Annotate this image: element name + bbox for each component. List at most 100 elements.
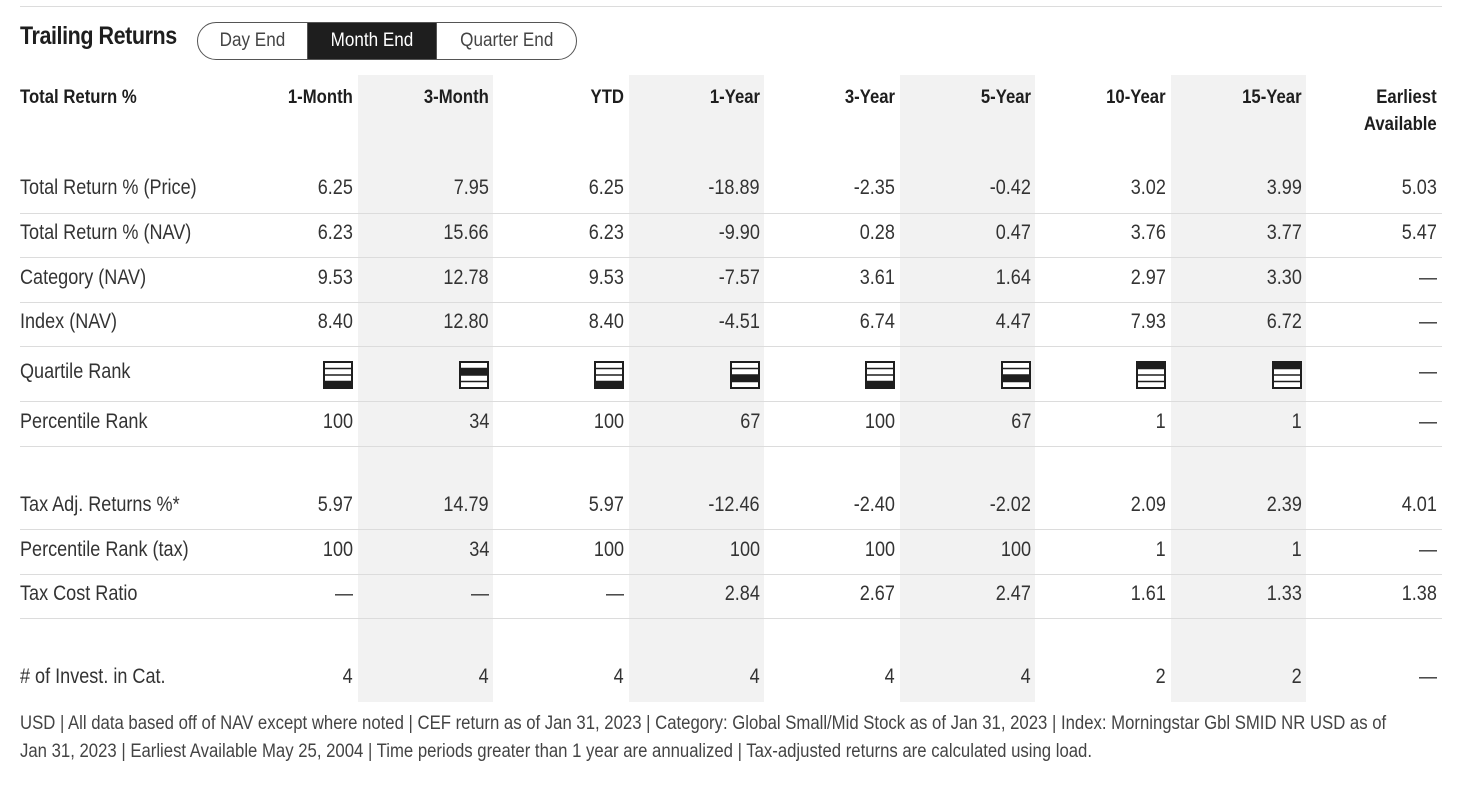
cell-value: 12.80 [443, 310, 489, 333]
row-label: Total Return % (Price) [20, 176, 197, 199]
cell-value: 1.38 [1401, 582, 1437, 605]
shade-15-year [1171, 75, 1306, 702]
toggle-day-end[interactable]: Day End [219, 30, 286, 51]
cell-value: 6.23 [588, 221, 624, 244]
header-5-year: 5-Year [980, 87, 1031, 108]
cell-value: 100 [1000, 537, 1031, 561]
cell-value: 2.47 [995, 582, 1031, 605]
cell-value: 6.25 [317, 176, 353, 199]
cell-value: — [1418, 310, 1437, 333]
cell-value: 3.30 [1266, 265, 1302, 289]
row-price: Total Return % (Price) 6.25 7.95 6.25 -18.89… [20, 168, 1442, 214]
row-divider [20, 302, 1442, 303]
row-divider [20, 257, 1442, 258]
row-divider [20, 574, 1442, 575]
cell-value: 6.25 [588, 176, 624, 199]
cell-value: — [1418, 409, 1437, 433]
row-nav: Total Return % (NAV) 6.23 15.66 6.23 -9.90 0.… [20, 214, 1442, 258]
cell-value: 7.95 [453, 176, 489, 199]
row-divider [20, 529, 1442, 530]
shade-1-year [629, 75, 764, 702]
cell-value: 5.97 [317, 492, 353, 516]
row-label: Category (NAV) [20, 265, 147, 289]
header-3-year: 3-Year [844, 87, 895, 108]
cell-value: -7.57 [718, 265, 760, 289]
cell-value: -12.46 [708, 492, 760, 516]
quartile-rank-icon [323, 360, 353, 389]
row-invest-count: # of Invest. in Cat. 4 4 4 4 4 4 2 2 — [20, 656, 1442, 703]
toggle-quarter-end[interactable]: Quarter End [435, 23, 576, 59]
cell-value: 67 [739, 409, 760, 433]
cell-value: 5.97 [588, 492, 624, 516]
row-label: Index (NAV) [20, 310, 118, 333]
cell-value: 4 [613, 664, 624, 688]
cell-value: — [1418, 537, 1437, 561]
header-ytd: YTD [590, 87, 624, 108]
cell-value: 2.09 [1130, 492, 1166, 516]
cell-value: 1.61 [1130, 582, 1166, 605]
row-divider [20, 213, 1442, 214]
row-label: # of Invest. in Cat. [20, 664, 166, 688]
cell-value: 2.67 [859, 582, 895, 605]
header-earliest-available: Earliest Available [1364, 87, 1437, 135]
cell-value: -9.90 [718, 221, 760, 244]
row-label: Tax Cost Ratio [20, 582, 138, 605]
quartile-rank-icon [459, 360, 489, 389]
cell-value: 1 [1291, 537, 1302, 561]
cell-value: 3.61 [859, 265, 895, 289]
cell-value: 6.72 [1266, 310, 1302, 333]
shade-3-month [358, 75, 493, 702]
row-divider [20, 618, 1442, 619]
quartile-rank-icon [730, 360, 760, 389]
row-divider [20, 401, 1442, 402]
cell-value: 8.40 [588, 310, 624, 333]
cell-value: 4.47 [995, 310, 1031, 333]
row-label: Total Return % (NAV) [20, 221, 192, 244]
cell-value: — [605, 582, 624, 605]
cell-value: 3.02 [1130, 176, 1166, 199]
cell-value: — [470, 582, 489, 605]
cell-value: 4 [478, 664, 489, 688]
quartile-rank-icon [865, 360, 895, 389]
cell-value: 34 [468, 537, 489, 561]
cell-value: -0.42 [989, 176, 1031, 199]
header-1-year: 1-Year [709, 87, 760, 108]
cell-value: 2.39 [1266, 492, 1302, 516]
cell-value: 100 [322, 537, 353, 561]
toggle-month-end[interactable]: Month End [306, 23, 436, 59]
cell-value: 0.28 [859, 221, 895, 244]
cell-value: 4 [884, 664, 895, 688]
cell-value: -18.89 [708, 176, 760, 199]
cell-value: 3.76 [1130, 221, 1166, 244]
cell-value: 100 [593, 537, 624, 561]
row-index: Index (NAV) 8.40 12.80 8.40 -4.51 6.74 4.47 7.9… [20, 303, 1442, 347]
cell-value: -2.35 [853, 176, 895, 199]
header-3-month: 3-Month [423, 87, 489, 108]
cell-value: -4.51 [718, 310, 760, 333]
quartile-rank-icon [1272, 360, 1302, 389]
cell-value: 1.64 [995, 265, 1031, 289]
cell-value: — [1418, 359, 1437, 383]
cell-value: 6.74 [859, 310, 895, 333]
cell-value: 4 [749, 664, 760, 688]
cell-value: 100 [593, 409, 624, 433]
cell-value: 100 [864, 409, 895, 433]
row-tax-cost: Tax Cost Ratio — — — 2.84 2.67 2.47 1.61 1.33 1.3… [20, 575, 1442, 619]
row-quartile: Quartile Rank — [20, 347, 1442, 402]
cell-value: 2 [1291, 664, 1302, 688]
header-1-month: 1-Month [287, 87, 353, 108]
cell-value: 2.84 [724, 582, 760, 605]
row-label: Percentile Rank (tax) [20, 537, 189, 561]
period-toggle: Day End Month End Quarter End [197, 22, 578, 60]
cell-value: 1 [1155, 409, 1166, 433]
cell-value: — [334, 582, 353, 605]
cell-value: 100 [729, 537, 760, 561]
cell-value: 7.93 [1130, 310, 1166, 333]
row-percentile: Percentile Rank 100 34 100 67 100 67 1 1 — [20, 402, 1442, 447]
cell-value: 8.40 [317, 310, 353, 333]
cell-value: 4 [342, 664, 353, 688]
cell-value: — [1418, 265, 1437, 289]
cell-value: 2.97 [1130, 265, 1166, 289]
row-divider [20, 446, 1442, 447]
row-divider [20, 346, 1442, 347]
